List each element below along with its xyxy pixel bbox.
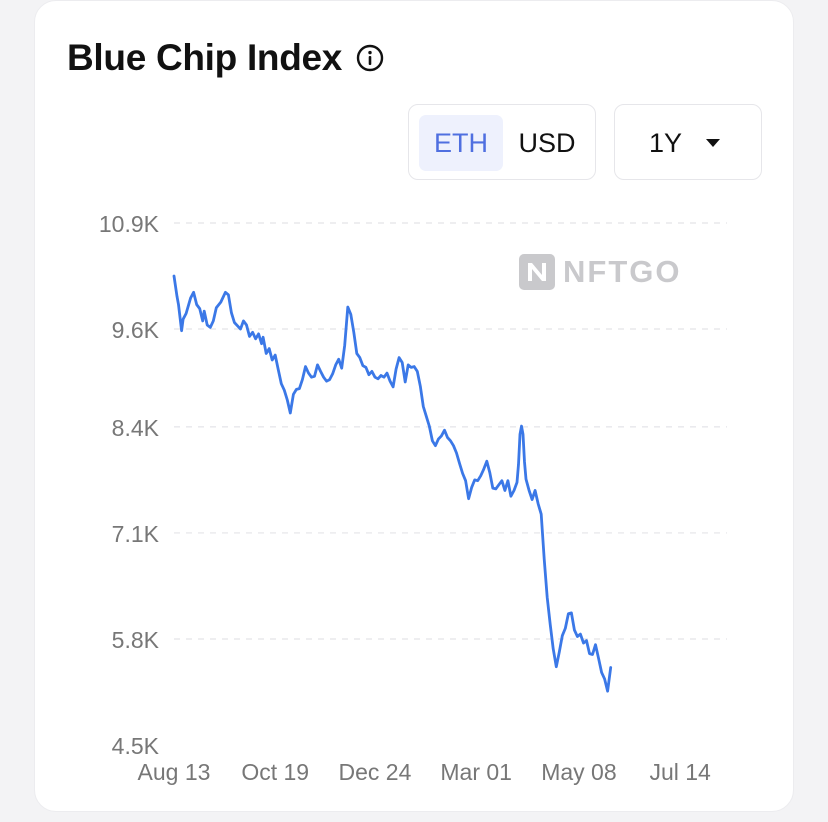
time-range-label: 1Y [649, 128, 683, 158]
x-tick-label: May 08 [541, 759, 616, 785]
x-tick-label: Jul 14 [649, 759, 711, 785]
info-circle-icon[interactable] [356, 44, 384, 72]
x-tick-label: Aug 13 [138, 759, 211, 785]
x-tick-label: Mar 01 [440, 759, 512, 785]
time-range-select[interactable]: 1Y [614, 104, 762, 180]
title-row: Blue Chip Index [67, 37, 384, 79]
y-tick-label: 4.5K [112, 733, 160, 759]
currency-toggle: ETH USD [408, 104, 596, 180]
x-tick-label: Dec 24 [339, 759, 412, 785]
y-tick-label: 9.6K [112, 317, 160, 343]
watermark: NFTGO [519, 254, 682, 290]
x-tick-label: Oct 19 [241, 759, 309, 785]
y-tick-label: 8.4K [112, 415, 160, 441]
y-tick-label: 10.9K [99, 211, 160, 237]
page-title: Blue Chip Index [67, 37, 343, 78]
y-tick-label: 5.8K [112, 627, 160, 653]
caret-down-icon [706, 139, 720, 147]
blue-chip-index-card: Blue Chip Index ETH USD 1Y NFTGO 10.9K 9.… [34, 0, 794, 812]
watermark-text: NFTGO [563, 254, 682, 289]
series-line [172, 274, 613, 693]
nftgo-logo-icon [519, 254, 555, 290]
currency-option-usd[interactable]: USD [518, 128, 576, 158]
currency-option-eth[interactable]: ETH [419, 115, 503, 171]
y-tick-label: 7.1K [112, 521, 160, 547]
